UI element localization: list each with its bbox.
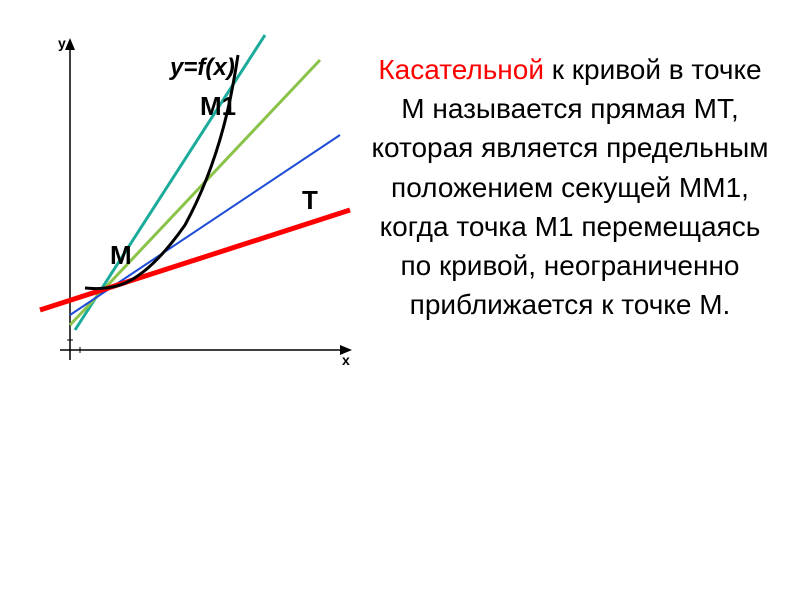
tangent-diagram: y x y=f(x) М М1 Т (20, 30, 360, 410)
highlight-term: Касательной (378, 54, 544, 85)
curve-label: y=f(x) (169, 54, 235, 81)
secant2-line (70, 60, 320, 325)
definition-paragraph: Касательной к кривой в точке М называетс… (370, 50, 770, 324)
points-group: М М1 Т (110, 91, 318, 270)
point-label-M1: М1 (200, 91, 236, 121)
x-axis-label: x (342, 352, 350, 368)
definition-body: к кривой в точке М называется прямая МТ,… (371, 54, 768, 320)
tangent-line (40, 210, 350, 310)
point-label-M: М (110, 240, 132, 270)
point-label-T: Т (302, 185, 318, 215)
y-axis-label: y (58, 35, 66, 51)
definition-text-area: Касательной к кривой в точке М называетс… (360, 30, 780, 570)
chart-svg: y x y=f(x) М М1 Т (20, 30, 360, 410)
